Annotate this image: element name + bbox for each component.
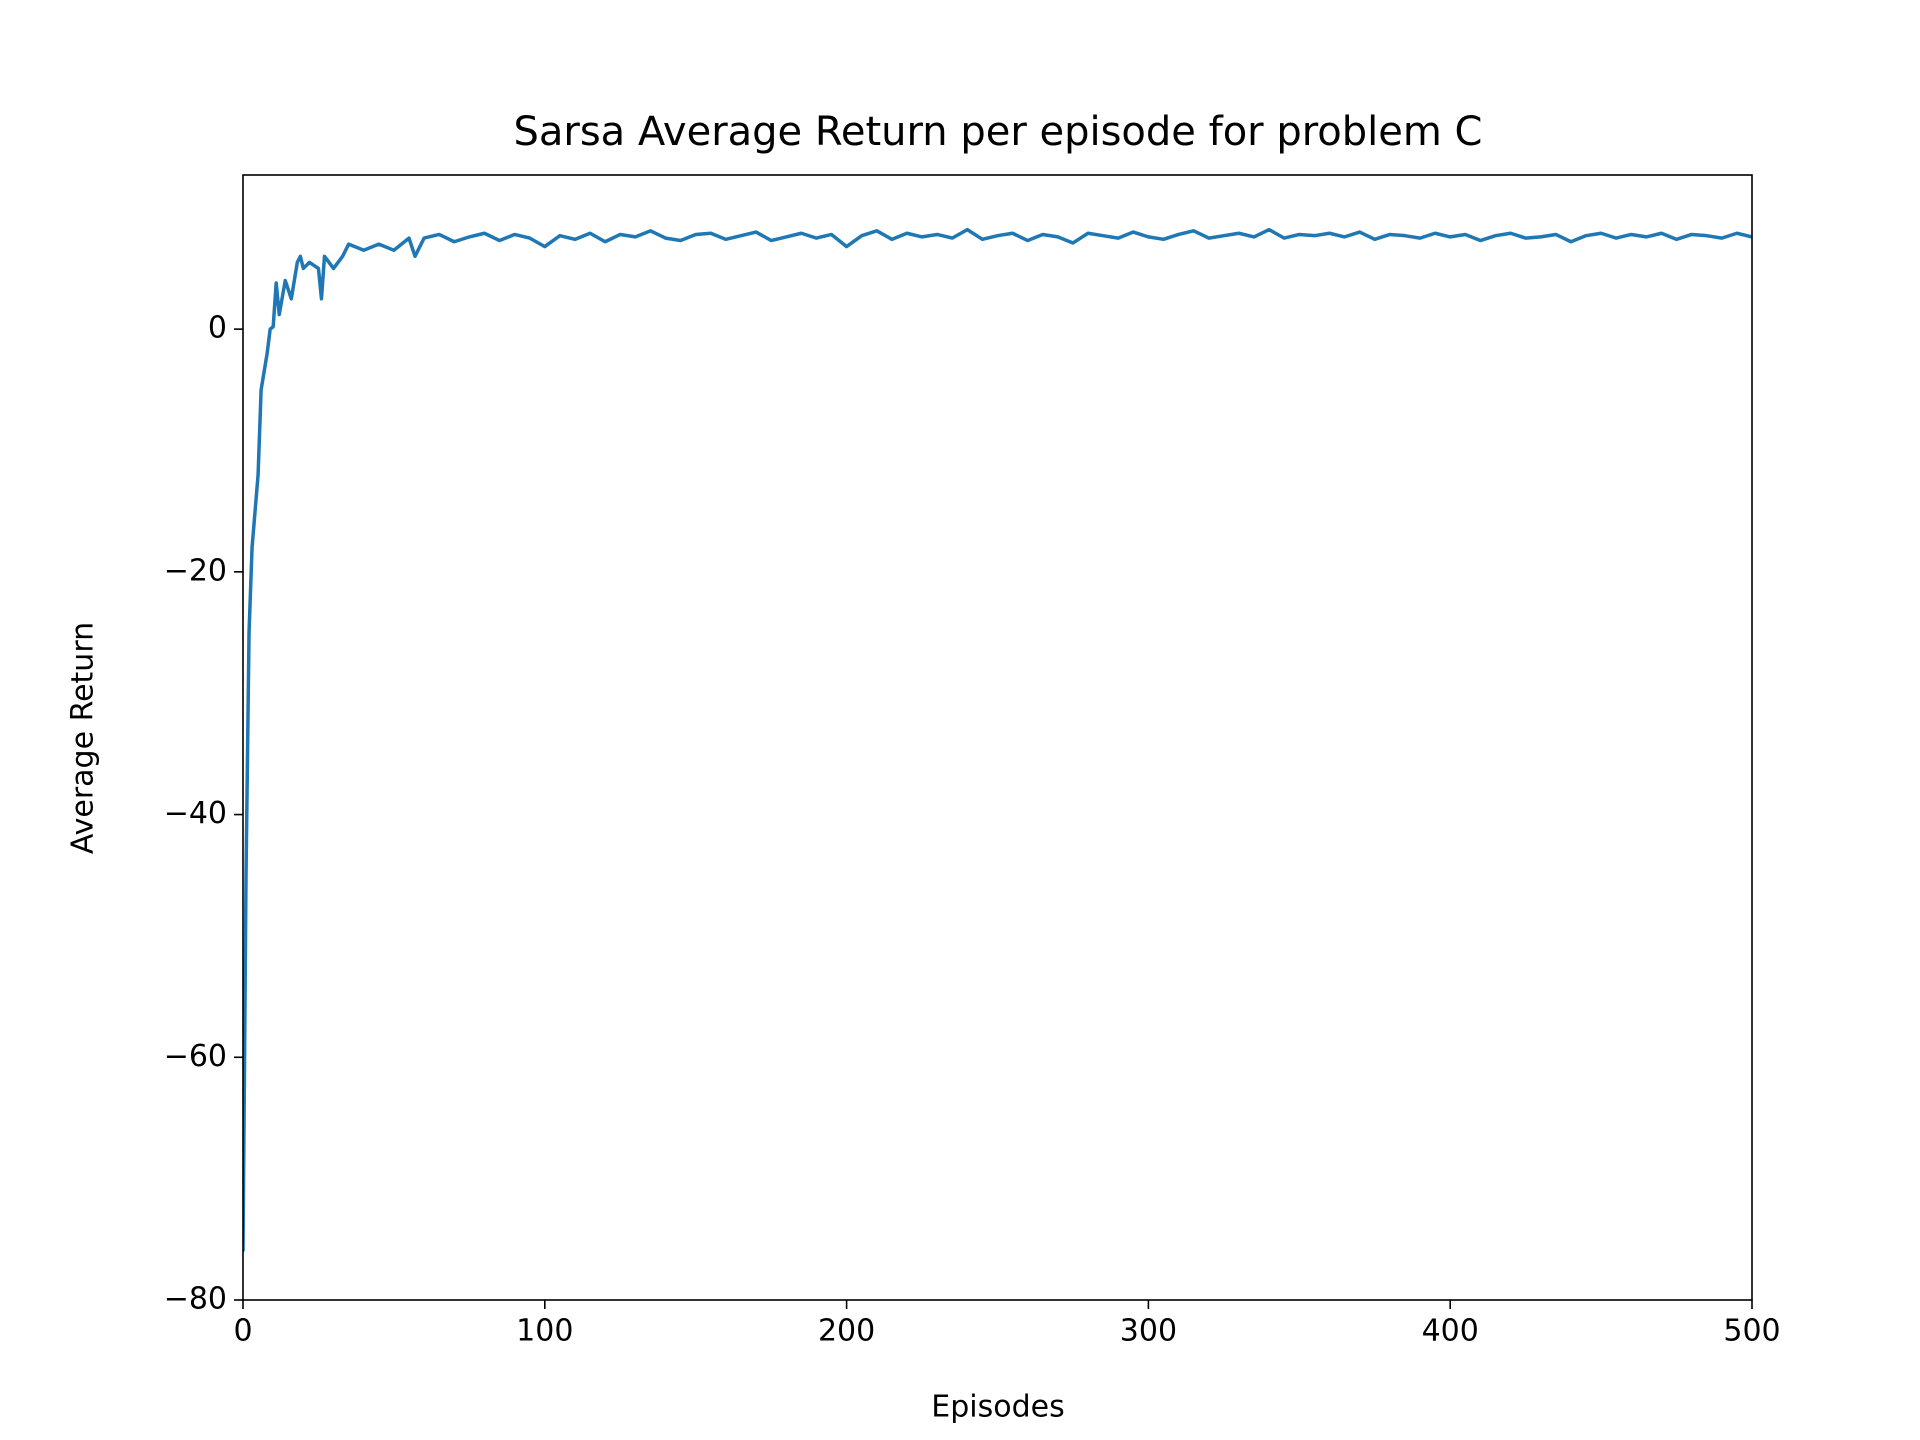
y-tick-label: −80 <box>164 1282 227 1317</box>
x-tick-label: 100 <box>516 1314 573 1349</box>
x-tick-label: 400 <box>1422 1314 1479 1349</box>
x-tick-label: 300 <box>1120 1314 1177 1349</box>
line-series <box>243 227 1752 1252</box>
y-tick-label: −40 <box>164 796 227 831</box>
plot-frame <box>242 174 1753 1301</box>
x-axis-label: Episodes <box>931 1390 1064 1425</box>
x-tick-label: 200 <box>818 1314 875 1349</box>
y-axis-label: Average Return <box>66 622 101 854</box>
y-tick-label: −20 <box>164 553 227 588</box>
y-tick-label: −60 <box>164 1039 227 1074</box>
x-tick-label: 0 <box>233 1314 252 1349</box>
y-tick-label: 0 <box>208 311 227 346</box>
x-tick-label: 500 <box>1723 1314 1780 1349</box>
chart-title: Sarsa Average Return per episode for pro… <box>513 109 1482 155</box>
